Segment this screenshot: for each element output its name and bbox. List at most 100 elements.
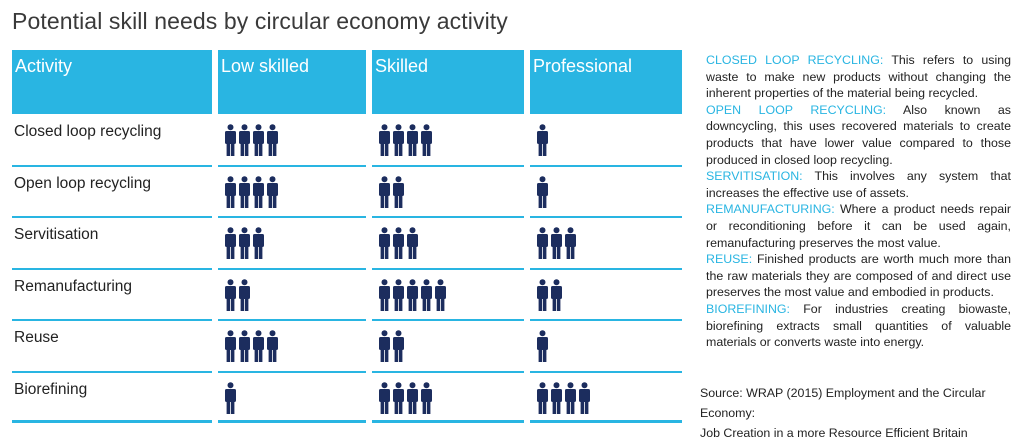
person-icon: [406, 227, 419, 260]
cell-professional: [536, 382, 591, 416]
person-icon: [266, 124, 279, 156]
definition-term: Servitisation:: [706, 169, 803, 184]
cell-low-skilled: [224, 175, 279, 210]
cell-skilled: [378, 175, 405, 210]
person-icon: [392, 330, 405, 363]
person-icon: [564, 382, 577, 414]
table-bottom-rule: [530, 420, 682, 423]
row-separator: [530, 267, 682, 270]
person-icon: [536, 278, 549, 311]
cell-low-skilled: [224, 124, 279, 158]
person-icon: [392, 382, 405, 414]
person-icon: [378, 382, 391, 414]
person-icon: [378, 278, 391, 311]
person-icon: [224, 124, 237, 156]
person-icon: [238, 278, 251, 311]
person-icon: [378, 175, 391, 208]
person-icon: [550, 278, 563, 311]
person-icon: [434, 278, 447, 311]
person-icon: [550, 227, 563, 260]
person-icon: [392, 278, 405, 311]
definition-text: Finished products are worth much more th…: [706, 252, 1011, 300]
definition-text: Also known as downcycling, this uses rec…: [706, 102, 1011, 167]
cell-professional: [536, 278, 563, 313]
column-header-skilled: Skilled: [372, 50, 524, 114]
cell-low-skilled: [224, 330, 279, 364]
person-icon: [392, 175, 405, 208]
person-icon: [392, 124, 405, 156]
definition-reuse: Reuse: Finished products are worth much …: [706, 251, 1011, 301]
person-icon: [252, 175, 265, 208]
row-label: Open loop recycling: [14, 174, 151, 192]
source-line-1: Source: WRAP (2015) Employment and the C…: [700, 386, 986, 420]
person-icon: [550, 382, 563, 414]
cell-professional: [536, 227, 577, 261]
row-separator: [530, 216, 682, 219]
person-icon: [238, 227, 251, 260]
row-separator: [372, 267, 524, 270]
chart-title: Potential skill needs by circular econom…: [12, 8, 508, 34]
cell-skilled: [378, 278, 447, 313]
row-separator: [218, 164, 366, 167]
row-separator: [12, 216, 212, 219]
cell-professional: [536, 124, 549, 158]
person-icon: [378, 124, 391, 156]
column-header-professional: Professional: [530, 50, 682, 114]
definition-servitisation: Servitisation: This involves any system …: [706, 168, 1011, 201]
row-separator: [12, 267, 212, 270]
cell-low-skilled: [224, 278, 251, 313]
cell-skilled: [378, 382, 433, 416]
row-separator: [12, 371, 212, 373]
definition-term: Biorefining:: [706, 301, 790, 316]
definition-text: This refers to using waste to make new p…: [706, 53, 1011, 101]
column-header-activity: Activity: [12, 50, 212, 114]
person-icon: [238, 175, 251, 208]
person-icon: [536, 330, 549, 363]
definition-text: For industries creating biowaste, bioref…: [706, 301, 1011, 350]
definitions-panel: Closed loop recycling: This refers to us…: [706, 52, 1011, 351]
person-icon: [224, 382, 237, 414]
row-separator: [530, 164, 682, 167]
person-icon: [252, 124, 265, 156]
definition-term: Reuse:: [706, 252, 753, 267]
row-separator: [372, 319, 524, 322]
person-icon: [536, 175, 549, 208]
row-separator: [372, 164, 524, 167]
person-icon: [406, 124, 419, 156]
definition-biorefining: Biorefining: For industries creating bio…: [706, 301, 1011, 351]
cell-low-skilled: [224, 227, 265, 261]
person-icon: [406, 382, 419, 414]
row-separator: [218, 371, 366, 373]
person-icon: [238, 330, 251, 363]
definition-term: Closed loop recycling:: [706, 53, 884, 67]
cell-professional: [536, 175, 549, 210]
column-header-low-skilled: Low skilled: [218, 50, 366, 114]
person-icon: [536, 382, 549, 414]
definition-closed-loop: Closed loop recycling: This refers to us…: [706, 52, 1011, 102]
definition-remanufacturing: Remanufacturing: Where a product needs r…: [706, 201, 1011, 251]
person-icon: [266, 330, 279, 363]
person-icon: [378, 227, 391, 260]
row-separator: [12, 164, 212, 167]
row-label: Closed loop recycling: [14, 123, 162, 140]
person-icon: [266, 175, 279, 208]
row-separator: [218, 319, 366, 322]
table-bottom-rule: [218, 420, 366, 423]
source-line-2: Job Creation in a more Resource Efficien…: [700, 426, 968, 440]
person-icon: [238, 124, 251, 156]
person-icon: [224, 227, 237, 260]
person-icon: [578, 382, 591, 414]
person-icon: [224, 175, 237, 208]
row-label: Reuse: [14, 329, 59, 347]
person-icon: [564, 227, 577, 260]
person-icon: [536, 227, 549, 260]
definition-open-loop: Open loop recycling: Also known as downc…: [706, 102, 1011, 168]
row-separator: [12, 319, 212, 322]
person-icon: [420, 124, 433, 156]
row-label: Biorefining: [14, 381, 88, 398]
row-separator: [372, 371, 524, 373]
row-separator: [530, 371, 682, 373]
person-icon: [252, 227, 265, 260]
person-icon: [224, 330, 237, 363]
cell-skilled: [378, 124, 433, 158]
